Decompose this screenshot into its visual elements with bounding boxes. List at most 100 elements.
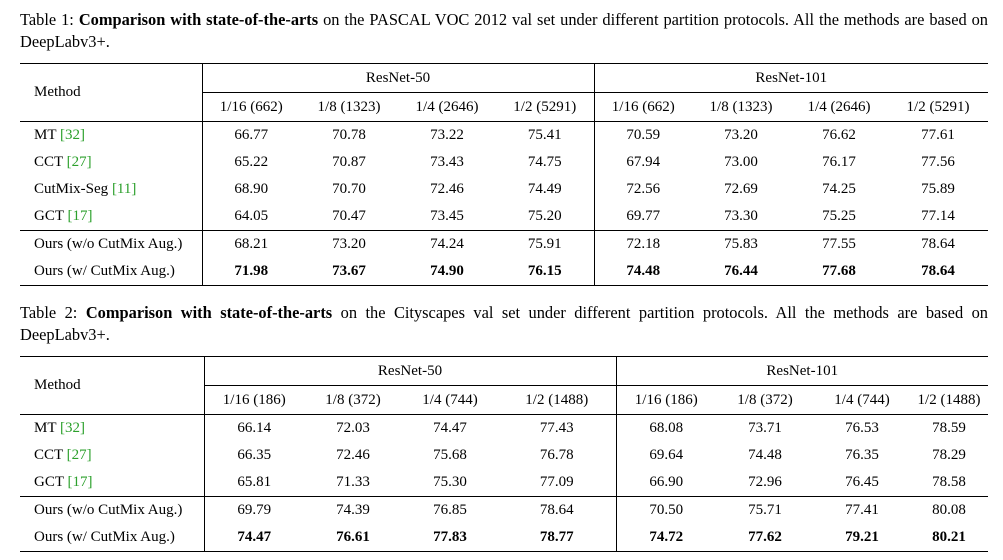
column-header: 1/4 (744): [402, 385, 498, 415]
value-cell: 72.03: [304, 414, 402, 442]
value-cell: 78.59: [910, 414, 988, 442]
value-cell: 77.09: [539, 474, 574, 490]
table-row: Ours (w/o CutMix Aug.) 69.79 74.39 76.85 78.…: [20, 496, 988, 524]
value-cell: 76.35: [845, 447, 879, 463]
value-cell: 76.15: [496, 258, 594, 286]
group-header-resnet50: ResNet-50: [201, 63, 594, 93]
value-cell: 65.81: [203, 469, 304, 497]
method-cell: Ours (w/o CutMix Aug.): [20, 230, 202, 258]
value-cell: 70.50: [615, 496, 716, 524]
column-header: 1/4 (2646): [398, 92, 496, 122]
value-cell: 75.20: [527, 208, 562, 224]
citation-link[interactable]: [27]: [66, 447, 92, 463]
value-cell: 75.91: [496, 230, 594, 258]
method-name: GCT: [34, 208, 64, 224]
table-row: MT [32] 66.14 72.03 74.47 77.43 68.08 73.71 76.…: [20, 414, 988, 442]
value-cell: 76.62: [790, 121, 888, 149]
value-cell: 74.47: [402, 414, 498, 442]
column-header: 1/2 (5291): [496, 92, 594, 122]
method-name: MT: [34, 127, 57, 143]
value-cell: 72.56: [593, 176, 692, 203]
value-cell: 76.17: [822, 154, 856, 170]
value-cell: 78.58: [932, 474, 966, 490]
value-cell: 77.61: [888, 121, 988, 149]
value-cell: 73.22: [398, 121, 496, 149]
value-cell: 66.77: [201, 121, 300, 149]
method-cell: MT [32]: [20, 121, 202, 149]
value-cell: 71.98: [201, 258, 300, 286]
method-cell: GCT [17]: [20, 469, 204, 497]
value-cell: 77.41: [814, 496, 910, 524]
value-cell: 74.90: [398, 258, 496, 286]
table1-label: Table 1:: [20, 10, 74, 29]
column-header: 1/8 (1323): [300, 92, 398, 122]
group-header-resnet101: ResNet-101: [593, 63, 988, 93]
value-cell: 70.70: [332, 181, 366, 197]
method-cell: MT [32]: [20, 414, 204, 442]
citation-link[interactable]: [32]: [59, 127, 85, 143]
column-header: 1/2 (1488): [910, 385, 988, 415]
table-row: CCT [27] 66.35 72.46 75.68 76.78 69.64 74.48 76…: [20, 442, 988, 469]
method-header: Method: [20, 63, 202, 122]
value-cell: 72.46: [336, 447, 370, 463]
table-row: MT [32] 66.77 70.78 73.22 75.41 70.59 73.20 76.…: [20, 121, 988, 149]
method-cell: CCT [27]: [20, 442, 204, 469]
table2-caption-text: on the Cityscapes val set under differen…: [20, 303, 988, 344]
column-header: 1/8 (372): [304, 385, 402, 415]
value-cell: 78.29: [932, 447, 966, 463]
value-cell: 66.14: [203, 414, 304, 442]
group-header-resnet101: ResNet-101: [615, 356, 988, 386]
table-row: GCT [17] 64.05 70.47 73.45 75.20 69.77 73.30 75…: [20, 203, 988, 231]
table-row: Ours (w/ CutMix Aug.) 74.47 76.61 77.83 78.7…: [20, 524, 988, 552]
table2-caption-title: Comparison with state-of-the-arts: [85, 303, 333, 322]
value-cell: 70.59: [593, 121, 692, 149]
table-row: Ours (w/ CutMix Aug.) 71.98 73.67 74.90 76.1…: [20, 258, 988, 286]
value-cell: 77.68: [790, 258, 888, 286]
value-cell: 71.33: [336, 474, 370, 490]
value-cell: 78.64: [888, 230, 988, 258]
value-cell: 73.30: [724, 208, 758, 224]
value-cell: 77.43: [498, 414, 616, 442]
value-cell: 70.87: [332, 154, 366, 170]
value-cell: 64.05: [201, 203, 300, 231]
method-cell: CutMix-Seg [11]: [20, 176, 202, 203]
method-cell: Ours (w/ CutMix Aug.): [20, 524, 204, 552]
method-name: CutMix-Seg: [34, 181, 109, 197]
value-cell: 75.68: [433, 447, 467, 463]
value-cell: 73.20: [300, 230, 398, 258]
value-cell: 80.08: [910, 496, 988, 524]
method-cell: CCT [27]: [20, 149, 202, 176]
group-header-resnet50: ResNet-50: [203, 356, 616, 386]
method-header: Method: [20, 356, 204, 415]
method-name: MT: [34, 420, 57, 436]
citation-link[interactable]: [17]: [67, 208, 93, 224]
citation-link[interactable]: [32]: [59, 420, 85, 436]
value-cell: 76.61: [304, 524, 402, 552]
value-cell: 78.77: [498, 524, 616, 552]
citation-link[interactable]: [17]: [67, 474, 93, 490]
table1-caption: Table 1: Comparison with state-of-the-ar…: [20, 9, 988, 53]
value-cell: 69.79: [203, 496, 304, 524]
value-cell: 75.83: [692, 230, 790, 258]
column-header: 1/4 (744): [814, 385, 910, 415]
citation-link[interactable]: [11]: [111, 181, 137, 197]
value-cell: 73.67: [300, 258, 398, 286]
value-cell: 74.24: [398, 230, 496, 258]
value-cell: 76.78: [539, 447, 574, 463]
value-cell: 75.30: [433, 474, 467, 490]
table1: Method ResNet-50 ResNet-101 1/16 (662) 1…: [20, 63, 988, 286]
method-name: Ours (w/o CutMix Aug.): [34, 236, 183, 252]
value-cell: 66.90: [615, 469, 716, 497]
value-cell: 72.46: [430, 181, 464, 197]
table-row: GCT [17] 65.81 71.33 75.30 77.09 66.90 72.96 76…: [20, 469, 988, 497]
value-cell: 75.25: [822, 208, 856, 224]
method-cell: Ours (w/o CutMix Aug.): [20, 496, 204, 524]
value-cell: 79.21: [814, 524, 910, 552]
citation-link[interactable]: [27]: [66, 154, 92, 170]
value-cell: 68.90: [201, 176, 300, 203]
column-header: 1/2 (1488): [498, 385, 616, 415]
value-cell: 78.64: [498, 496, 616, 524]
value-cell: 74.75: [527, 154, 562, 170]
table-row: CCT [27] 65.22 70.87 73.43 74.75 67.94 73.00 76…: [20, 149, 988, 176]
value-cell: 76.44: [692, 258, 790, 286]
